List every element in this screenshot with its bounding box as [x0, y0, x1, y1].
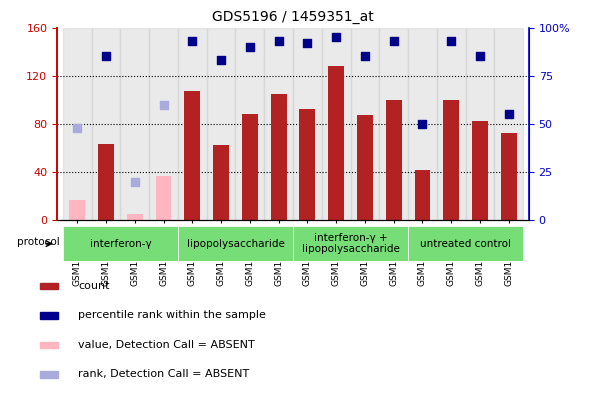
Bar [495, 28, 523, 220]
Bar [466, 28, 495, 220]
Point [360, 53, 370, 59]
Point [159, 101, 168, 108]
Point [274, 38, 284, 44]
Text: lipopolysaccharide: lipopolysaccharide [186, 239, 284, 249]
Bar [98, 144, 114, 220]
Bar [236, 28, 264, 220]
Point [245, 44, 255, 50]
Bar [293, 28, 322, 220]
Point [73, 125, 82, 131]
Bar [63, 28, 91, 220]
Bar [178, 226, 293, 261]
Point [188, 38, 197, 44]
Bar [156, 176, 171, 220]
Bar [293, 226, 408, 261]
Bar [213, 145, 229, 220]
Bar [472, 121, 488, 220]
Point [331, 34, 341, 40]
Title: GDS5196 / 1459351_at: GDS5196 / 1459351_at [212, 10, 374, 24]
Point [447, 38, 456, 44]
Bar [415, 169, 430, 220]
Point [216, 57, 226, 63]
Bar [63, 226, 178, 261]
Bar [69, 200, 85, 220]
Bar [379, 28, 408, 220]
Text: value, Detection Call = ABSENT: value, Detection Call = ABSENT [78, 340, 255, 350]
Point [475, 53, 485, 59]
Bar [501, 133, 517, 220]
Bar [386, 100, 401, 220]
Bar [91, 28, 120, 220]
Point [504, 111, 513, 117]
Bar [120, 28, 149, 220]
Bar [178, 28, 207, 220]
Bar [270, 94, 287, 220]
Bar [299, 109, 316, 220]
Text: rank, Detection Call = ABSENT: rank, Detection Call = ABSENT [78, 369, 249, 379]
Bar [40, 371, 58, 378]
Text: interferon-γ: interferon-γ [90, 239, 151, 249]
Bar [185, 91, 200, 220]
Bar [408, 28, 437, 220]
Bar [40, 312, 58, 319]
Bar [242, 114, 258, 220]
Text: untreated control: untreated control [420, 239, 511, 249]
Bar [444, 100, 459, 220]
Point [418, 121, 427, 127]
Bar [328, 66, 344, 220]
Bar [149, 28, 178, 220]
Bar [40, 342, 58, 348]
Bar [322, 28, 350, 220]
Bar [408, 226, 523, 261]
Text: interferon-γ +
lipopolysaccharide: interferon-γ + lipopolysaccharide [302, 233, 400, 254]
Text: percentile rank within the sample: percentile rank within the sample [78, 310, 266, 320]
Text: protocol: protocol [17, 237, 60, 247]
Bar [350, 28, 379, 220]
Bar [127, 214, 142, 220]
Point [101, 53, 111, 59]
Text: count: count [78, 281, 109, 291]
Point [302, 40, 312, 46]
Point [130, 178, 139, 185]
Bar [40, 283, 58, 289]
Bar [357, 116, 373, 220]
Point [389, 38, 398, 44]
Bar [264, 28, 293, 220]
Bar [207, 28, 236, 220]
Bar [437, 28, 466, 220]
